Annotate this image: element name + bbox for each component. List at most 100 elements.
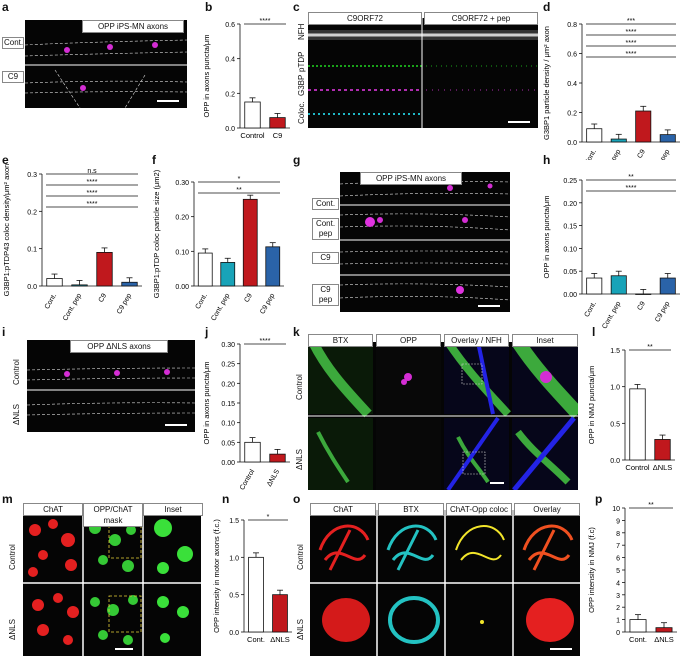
- row-label-ptdp: pTDP: [297, 51, 306, 72]
- panel-letter-a: a: [2, 0, 9, 14]
- bar: [244, 101, 261, 129]
- significance-label: **: [647, 344, 653, 351]
- row-label-control: Control: [295, 374, 304, 400]
- bar: [586, 128, 603, 143]
- y-tick-label: 0.0: [610, 458, 620, 465]
- category-label: C9: [636, 148, 647, 159]
- bar: [610, 138, 627, 143]
- bar: [96, 252, 113, 287]
- micrograph-o-col-3: ChAT-Opp coloc: [446, 503, 512, 516]
- category-label: Cont.: [584, 148, 598, 160]
- scale-bar: [165, 424, 187, 426]
- bar: [629, 388, 646, 461]
- y-tick-label: 0.00: [221, 460, 235, 467]
- category-label: Cont. pep: [601, 300, 622, 330]
- micrograph-k-col-4: Inset: [512, 334, 578, 347]
- y-tick-label: 1.5: [610, 348, 620, 355]
- y-tick-label: 0.15: [563, 224, 577, 231]
- y-tick-label: 0.6: [225, 22, 235, 29]
- bar: [586, 277, 603, 295]
- y-tick-label: 0.8: [567, 22, 577, 29]
- y-tick-label: 0.5: [229, 593, 239, 600]
- significance-label: ****: [626, 40, 637, 47]
- bar: [659, 277, 676, 295]
- significance-label: *: [238, 176, 241, 183]
- panel-letter-f: f: [152, 153, 156, 167]
- significance-label: ****: [87, 190, 98, 197]
- y-tick-label: 4: [616, 580, 620, 587]
- category-label: Control: [625, 463, 650, 472]
- micrograph-c: [308, 18, 538, 128]
- chart-j: 0.00 0.05 0.10 0.15 0.20 0.25 0.30 OPP in axons…: [202, 338, 290, 492]
- panel-letter-m: m: [2, 492, 13, 506]
- panel-letter-g: g: [293, 153, 301, 167]
- panel-letter-i: i: [2, 325, 6, 339]
- micrograph-o-col-4: Overlay: [514, 503, 580, 516]
- y-tick-label: 0.0: [229, 630, 239, 637]
- y-tick-label: 0.25: [221, 362, 235, 369]
- row-label-control: Control: [8, 544, 17, 570]
- category-label: ΔNLS: [270, 635, 290, 644]
- micrograph-o: [310, 510, 580, 656]
- y-axis-label: OPP in NMJ puncta/μm: [587, 366, 596, 444]
- y-tick-label: 0.05: [563, 269, 577, 276]
- y-tick-label: 0.10: [221, 421, 235, 428]
- y-tick-label: 0.30: [175, 180, 189, 187]
- y-tick-label: 1.5: [229, 518, 239, 525]
- scale-bar: [157, 100, 179, 102]
- y-tick-label: 0.20: [221, 381, 235, 388]
- panel-letter-d: d: [543, 0, 551, 14]
- row-label-dnls: ΔNLS: [296, 619, 305, 640]
- y-tick-label: 0.4: [567, 81, 577, 88]
- y-tick-label: 0.2: [225, 91, 235, 98]
- micrograph-a-title: OPP iPS-MN axons: [82, 20, 184, 33]
- category-label: Cont.: [44, 292, 58, 310]
- bar: [659, 134, 676, 143]
- panel-letter-o: o: [293, 492, 301, 506]
- y-tick-label: 0.25: [563, 178, 577, 185]
- category-label: ΔNLS: [654, 635, 674, 644]
- category-label: C9: [636, 300, 647, 311]
- micrograph-k-col-1: BTX: [308, 334, 373, 347]
- y-tick-label: 1.0: [229, 555, 239, 562]
- row-label-g3bp: G3BP: [297, 74, 306, 96]
- row-label-cont: Cont.: [2, 37, 24, 49]
- category-label: ΔNLS: [653, 463, 673, 472]
- bar: [635, 293, 652, 295]
- significance-label: **: [628, 174, 634, 181]
- y-tick-label: 0.0: [567, 140, 577, 147]
- significance-label: ****: [626, 29, 637, 36]
- row-label-control: Control: [12, 359, 21, 385]
- row-label-cont-pep: Cont. pep: [312, 218, 339, 240]
- significance-label: **: [648, 502, 654, 509]
- significance-label: ****: [260, 18, 271, 25]
- bar: [46, 278, 63, 287]
- row-label-c9-pep: C9 pep: [312, 284, 339, 306]
- bar: [248, 556, 264, 633]
- y-axis-label: G3BP1:pTDP43 coloc density/μm² axon: [2, 164, 11, 297]
- chart-n: 0.0 0.5 1.0 1.5 OPP intensity in motor axons…: [212, 514, 292, 644]
- significance-label: ****: [626, 51, 637, 58]
- panel-letter-k: k: [293, 325, 300, 339]
- y-axis-label: OPP intensity in NMJ (f.c): [587, 527, 596, 613]
- category-label: Control: [240, 131, 265, 140]
- y-tick-label: 0.05: [221, 440, 235, 447]
- row-label-nfh: NFH: [297, 23, 306, 40]
- y-tick-label: 0.30: [221, 342, 235, 349]
- scale-bar: [550, 648, 572, 650]
- category-label: C9 pep: [116, 292, 133, 315]
- y-tick-label: 0.0: [27, 284, 37, 291]
- scale-bar: [478, 305, 500, 307]
- micrograph-k-col-3: Overlay / NFH: [444, 334, 509, 347]
- panel-letter-j: j: [205, 325, 209, 339]
- significance-label: *: [267, 514, 270, 521]
- row-label-c9: C9: [312, 252, 339, 264]
- bar: [121, 281, 138, 287]
- y-axis-label: G3BP1 particle density / μm² axon: [542, 26, 551, 140]
- category-label: Cont.: [584, 300, 598, 318]
- y-tick-label: 0.3: [27, 172, 37, 179]
- chart-d: 0.0 0.2 0.4 0.6 0.8 G3BP1 particle density / …: [542, 18, 680, 160]
- bar: [220, 262, 236, 287]
- significance-label: ***: [627, 18, 635, 25]
- category-label: Cont.: [247, 635, 265, 644]
